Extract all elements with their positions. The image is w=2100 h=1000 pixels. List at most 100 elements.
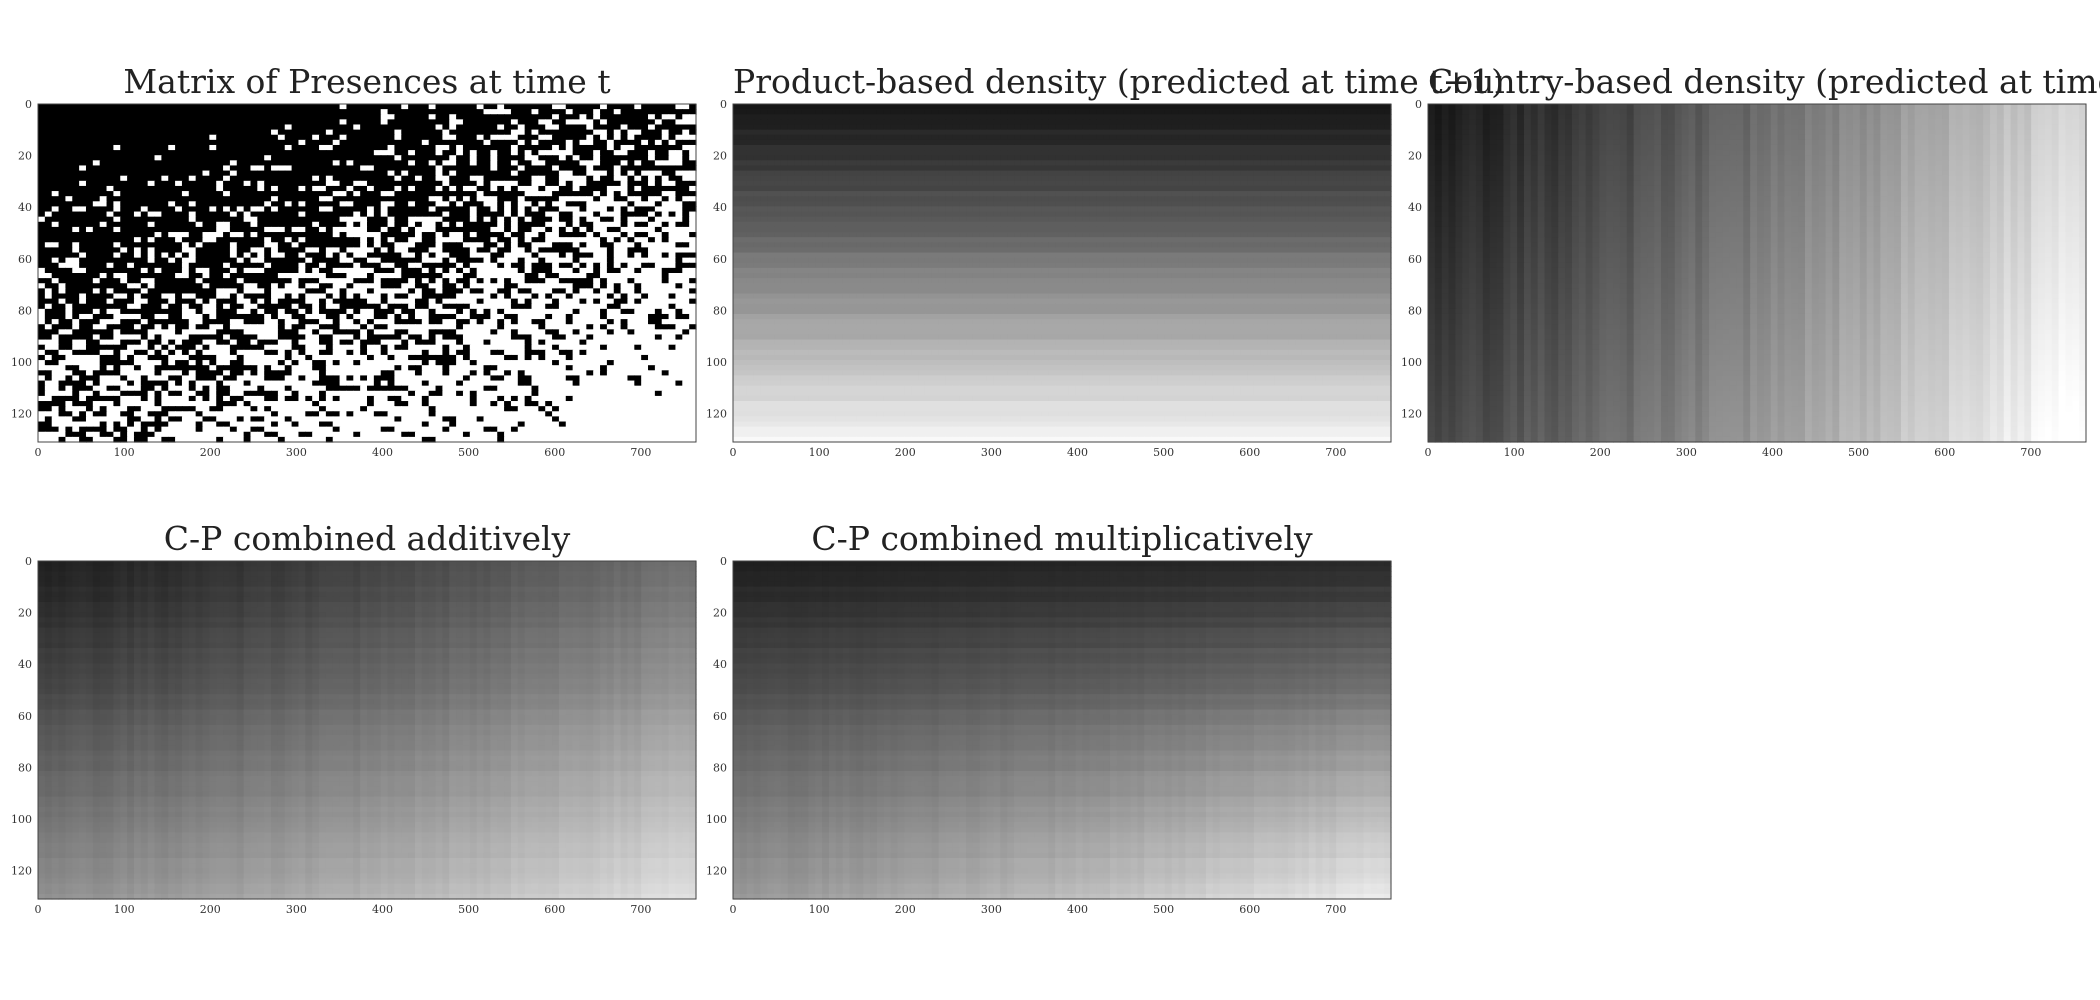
heatmap-cell — [552, 165, 560, 172]
heatmap-cell — [305, 134, 313, 141]
heatmap-cell — [92, 226, 101, 233]
heatmap-cell — [524, 129, 533, 136]
heatmap-cell — [421, 308, 430, 315]
heatmap-cell — [58, 196, 67, 202]
heatmap-cell — [394, 267, 402, 274]
heatmap-cell — [572, 196, 581, 202]
heatmap-cell — [483, 252, 491, 259]
heatmap-cell — [675, 288, 683, 295]
heatmap-cell — [65, 175, 73, 182]
heatmap-cell — [579, 155, 587, 161]
heatmap-cell — [483, 180, 491, 187]
heatmap-cell — [373, 247, 382, 254]
heatmap-cell — [490, 216, 498, 223]
heatmap-cell — [504, 206, 512, 213]
heatmap-cell — [510, 349, 519, 356]
heatmap-cell — [558, 124, 567, 131]
heatmap-cell — [58, 185, 67, 192]
heatmap-cell — [127, 129, 135, 136]
heatmap-cell — [654, 185, 663, 192]
heatmap-cell — [202, 196, 210, 202]
heatmap-cell — [682, 170, 690, 177]
heatmap-cell — [538, 360, 546, 366]
heatmap-cell — [188, 134, 197, 141]
heatmap-cell — [401, 344, 409, 351]
heatmap-cell — [223, 365, 231, 371]
heatmap-cell — [175, 242, 183, 248]
heatmap-cell — [243, 180, 252, 187]
heatmap-cell — [565, 139, 574, 146]
heatmap-cell — [613, 139, 622, 146]
heatmap-cell — [360, 237, 368, 243]
heatmap-cell — [408, 242, 416, 248]
heatmap-cell — [613, 273, 622, 279]
heatmap-cell — [332, 144, 341, 151]
heatmap-cell — [476, 308, 485, 315]
heatmap-cell — [524, 165, 533, 172]
heatmap-cell — [668, 165, 677, 172]
heatmap-cell — [271, 124, 279, 131]
heatmap-cell — [641, 319, 649, 325]
heatmap-cell — [250, 273, 258, 279]
heatmap-cell — [394, 257, 402, 264]
heatmap-cell — [58, 237, 67, 243]
heatmap-cell — [298, 298, 306, 305]
heatmap-cell — [65, 221, 73, 228]
heatmap-cell — [558, 267, 567, 274]
heatmap-cell — [319, 273, 327, 279]
heatmap-cell — [38, 232, 46, 238]
heatmap-cell — [339, 221, 348, 228]
heatmap-cell — [428, 365, 437, 371]
heatmap-cell — [682, 298, 690, 305]
heatmap-cell — [277, 278, 286, 284]
heatmap-cell — [558, 185, 567, 192]
heatmap-cell — [79, 252, 87, 259]
heatmap-cell — [627, 175, 635, 182]
heatmap-cell — [202, 185, 210, 192]
heatmap-cell — [414, 185, 423, 192]
heatmap-cell — [469, 180, 478, 187]
heatmap-cell — [380, 201, 389, 208]
heatmap-cell — [565, 165, 574, 172]
heatmap-cell — [257, 119, 265, 126]
heatmap-cell — [188, 349, 197, 356]
heatmap-cell — [99, 124, 108, 131]
heatmap-cell — [510, 237, 519, 243]
heatmap-cell — [552, 232, 560, 238]
heatmap-cell — [291, 329, 300, 336]
heatmap-cell — [243, 319, 252, 325]
heatmap-cell — [497, 175, 505, 182]
heatmap-cell — [469, 119, 478, 126]
heatmap-cell — [264, 119, 272, 126]
heatmap-cell — [236, 175, 245, 182]
heatmap-cell — [202, 170, 210, 177]
heatmap-cell — [250, 180, 258, 187]
heatmap-cell — [661, 206, 670, 213]
heatmap-cell — [202, 319, 210, 325]
heatmap-cell — [168, 262, 176, 269]
heatmap-cell — [161, 339, 169, 346]
heatmap-cell — [298, 267, 306, 274]
heatmap-cell — [106, 360, 114, 366]
heatmap-cell — [497, 129, 505, 136]
heatmap-cell — [85, 278, 94, 284]
heatmap-cell — [305, 180, 313, 187]
heatmap-cell — [353, 319, 361, 325]
heatmap-cell — [367, 104, 375, 110]
heatmap-cell — [483, 134, 491, 141]
heatmap-cell — [236, 267, 245, 274]
heatmap-cell — [271, 354, 279, 361]
heatmap-cell — [408, 160, 416, 167]
heatmap-cell — [120, 124, 128, 131]
heatmap-cell — [65, 139, 73, 146]
heatmap-cell — [140, 119, 149, 126]
heatmap-cell — [682, 365, 690, 371]
heatmap-cell — [606, 303, 615, 310]
heatmap-cell — [181, 216, 190, 223]
heatmap-cell — [627, 247, 635, 254]
heatmap-cell — [552, 319, 560, 325]
heatmap-cell — [250, 324, 258, 330]
heatmap-cell — [504, 196, 512, 202]
heatmap-cell — [120, 104, 128, 110]
heatmap-cell — [682, 165, 690, 172]
